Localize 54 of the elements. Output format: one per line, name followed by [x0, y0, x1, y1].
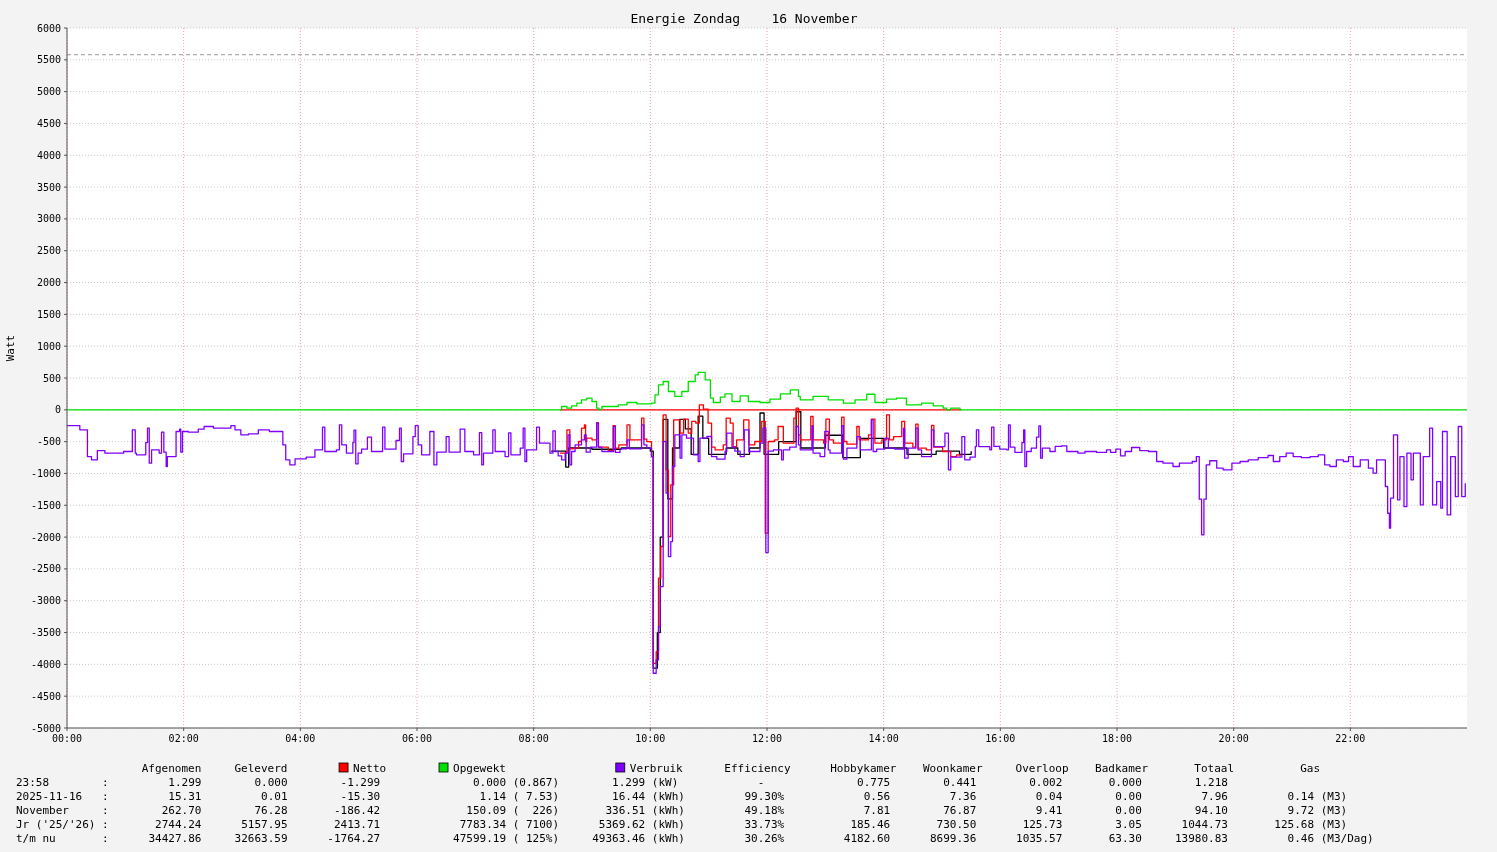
- text: Overloop: [1015, 762, 1069, 775]
- x-tick-label: 22:00: [1335, 733, 1366, 744]
- x-tick-label: 16:00: [985, 733, 1016, 744]
- x-tick-label: 00:00: [51, 733, 83, 744]
- text: t/m nu : 34427.86 32663.59 -1764.27 47599.19 ( 125%) 49363.46 (kWh) 30.26% 4182.60 8699.36 1035.57 63.30 13980.83 0.46 (M3/Dag): [16, 832, 1374, 845]
- text: November : 262.70 76.28 -186.42 150.09 ( 226) 336.51 (kWh) 49.18% 7.81 76.87 9.41 0.00 94.10 9.72 (M3): [16, 804, 1348, 817]
- x-tick-label: 14:00: [868, 733, 899, 744]
- y-tick-label: -4000: [30, 658, 61, 670]
- y-tick-label: 6000: [36, 22, 61, 34]
- y-tick-label: 4000: [36, 149, 61, 161]
- y-tick-label: 0: [54, 404, 61, 416]
- y-tick-label: 500: [42, 372, 61, 384]
- y-tick-label: 4500: [36, 117, 61, 129]
- text: 23:58 : 1.299 0.000 -1.299 0.000 (0.867) 1.299 (kW) - 0.775 0.441 0.002 0.000 1.218: [16, 776, 1228, 789]
- text: Jr ('25/'26) : 2744.24 5157.95 2413.71 7783.34 ( 7100) 5369.62 (kWh) 33.73% 185.46 730.50 125.73 3.05 1044.73 125.68 (M3): [16, 818, 1348, 831]
- y-axis-title: Watt: [4, 334, 17, 362]
- x-tick-label: 12:00: [751, 733, 783, 744]
- y-tick-label: 2000: [36, 277, 61, 289]
- text: Totaal: [1194, 762, 1235, 775]
- legend-label: Netto: [353, 762, 387, 775]
- x-tick-label: 04:00: [285, 733, 316, 744]
- legend-label: Opgewekt: [453, 762, 506, 775]
- y-tick-label: -2500: [30, 563, 61, 575]
- y-tick-label: -4500: [30, 690, 61, 702]
- x-tick-label: 02:00: [168, 733, 199, 744]
- y-tick-label: 2500: [36, 245, 61, 257]
- text: Woonkamer: [922, 762, 983, 775]
- text: Badkamer: [1095, 762, 1149, 775]
- y-tick-label: 3000: [36, 213, 61, 225]
- y-tick-label: 5500: [36, 54, 61, 66]
- chart-title: Energie Zondag 16 November: [630, 11, 858, 26]
- y-tick-label: -1000: [30, 467, 61, 479]
- legend-label: Verbruik: [629, 762, 684, 775]
- text: Geleverd: [234, 762, 288, 775]
- y-tick-label: 1000: [36, 340, 61, 352]
- text: 2025-11-16 : 15.31 0.01 -15.30 1.14 ( 7.53) 16.44 (kWh) 99.30% 0.56 7.36 0.04 0.00 7.96 0.14 (M3): [16, 790, 1348, 803]
- x-tick-label: 08:00: [518, 733, 549, 744]
- y-tick-label: -1500: [30, 499, 61, 511]
- x-tick-label: 10:00: [635, 733, 666, 744]
- x-tick-label: 18:00: [1101, 733, 1133, 744]
- y-tick-label: 1500: [36, 308, 61, 320]
- y-tick-label: -3500: [30, 627, 61, 639]
- y-tick-label: -2000: [30, 531, 61, 543]
- y-tick-label: 5000: [36, 86, 61, 98]
- text: Efficiency: [724, 762, 791, 775]
- y-tick-label: -500: [36, 436, 61, 448]
- text: Afgenomen: [141, 762, 202, 775]
- y-tick-label: 3500: [36, 181, 61, 193]
- y-tick-label: -3000: [30, 595, 61, 607]
- y-tick-label: -5000: [30, 722, 61, 734]
- x-tick-label: 06:00: [401, 733, 433, 744]
- x-tick-label: 20:00: [1218, 733, 1249, 744]
- text: Hobbykamer: [830, 762, 897, 775]
- text: Gas: [1300, 762, 1321, 775]
